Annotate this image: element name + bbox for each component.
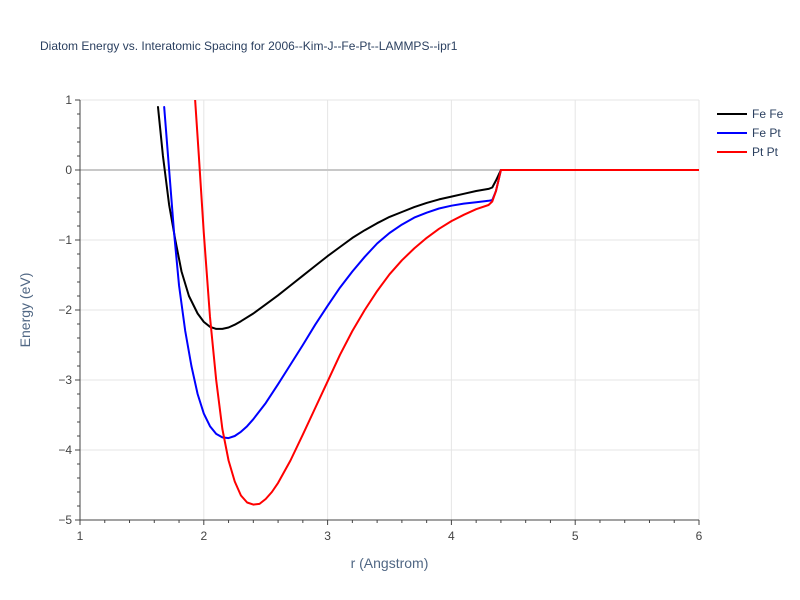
legend-item-fe-fe[interactable]: Fe Fe (717, 107, 784, 121)
x-tick-label: 6 (696, 529, 703, 543)
series-lines (156, 100, 699, 506)
legend-item-fe-pt[interactable]: Fe Pt (717, 126, 781, 140)
y-tick-label: −4 (58, 443, 72, 457)
y-tick-label: 1 (65, 93, 72, 107)
chart-title: Diatom Energy vs. Interatomic Spacing fo… (40, 39, 458, 53)
legend[interactable]: Fe Fe Fe Pt Pt Pt (717, 107, 784, 159)
y-tick-label: −2 (58, 303, 72, 317)
y-tick-label: −3 (58, 373, 72, 387)
y-tick-label: −5 (58, 513, 72, 527)
legend-label: Pt Pt (752, 145, 779, 159)
x-tick-label: 5 (572, 529, 579, 543)
legend-label: Fe Pt (752, 126, 781, 140)
y-axis-title: Energy (eV) (17, 273, 33, 348)
x-tick-label: 3 (324, 529, 331, 543)
series-line-fe-fe (156, 106, 699, 330)
series-line-pt-pt (194, 100, 699, 506)
x-tick-label: 1 (77, 529, 84, 543)
y-tick-label: 0 (65, 163, 72, 177)
series-line-fe-pt (163, 106, 699, 440)
axes (75, 99, 700, 525)
y-tick-label: −1 (58, 233, 72, 247)
x-tick-label: 4 (448, 529, 455, 543)
tick-labels: 1 2 3 4 5 6 1 0 −1 −2 −3 −4 −5 (58, 93, 702, 543)
legend-item-pt-pt[interactable]: Pt Pt (717, 145, 779, 159)
x-tick-label: 2 (200, 529, 207, 543)
legend-label: Fe Fe (752, 107, 784, 121)
x-axis-title: r (Angstrom) (351, 555, 429, 571)
grid-lines (80, 99, 700, 520)
